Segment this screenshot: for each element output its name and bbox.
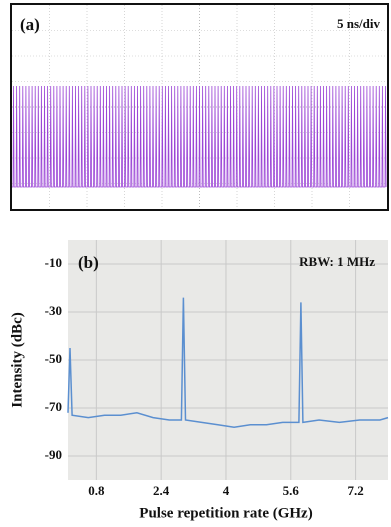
- rbw-annotation: RBW: 1 MHz: [299, 254, 375, 269]
- x-tick-label: 2.4: [153, 483, 170, 498]
- time-scale: 5 ns/div: [337, 16, 380, 31]
- x-tick-label: 0.8: [88, 483, 105, 498]
- panel-label: (a): [20, 15, 40, 34]
- y-axis-label: Intensity (dBc): [9, 312, 25, 407]
- x-tick-label: 7.2: [347, 483, 363, 498]
- y-tick-label: -10: [45, 255, 62, 270]
- figure: (a) 5 ns/div -10 -30 -50 -70 -90 0.8 2.4 4 5.6 7.…: [0, 0, 391, 527]
- x-tick-label: 5.6: [283, 483, 300, 498]
- x-tick-label: 4: [223, 483, 230, 498]
- x-axis-label: Pulse repetition rate (GHz): [139, 505, 312, 521]
- y-tick-label: -90: [45, 447, 62, 462]
- panel-label: (b): [78, 253, 99, 272]
- y-tick-label: -70: [45, 399, 62, 414]
- y-tick-label: -30: [45, 303, 62, 318]
- y-tick-label: -50: [45, 351, 62, 366]
